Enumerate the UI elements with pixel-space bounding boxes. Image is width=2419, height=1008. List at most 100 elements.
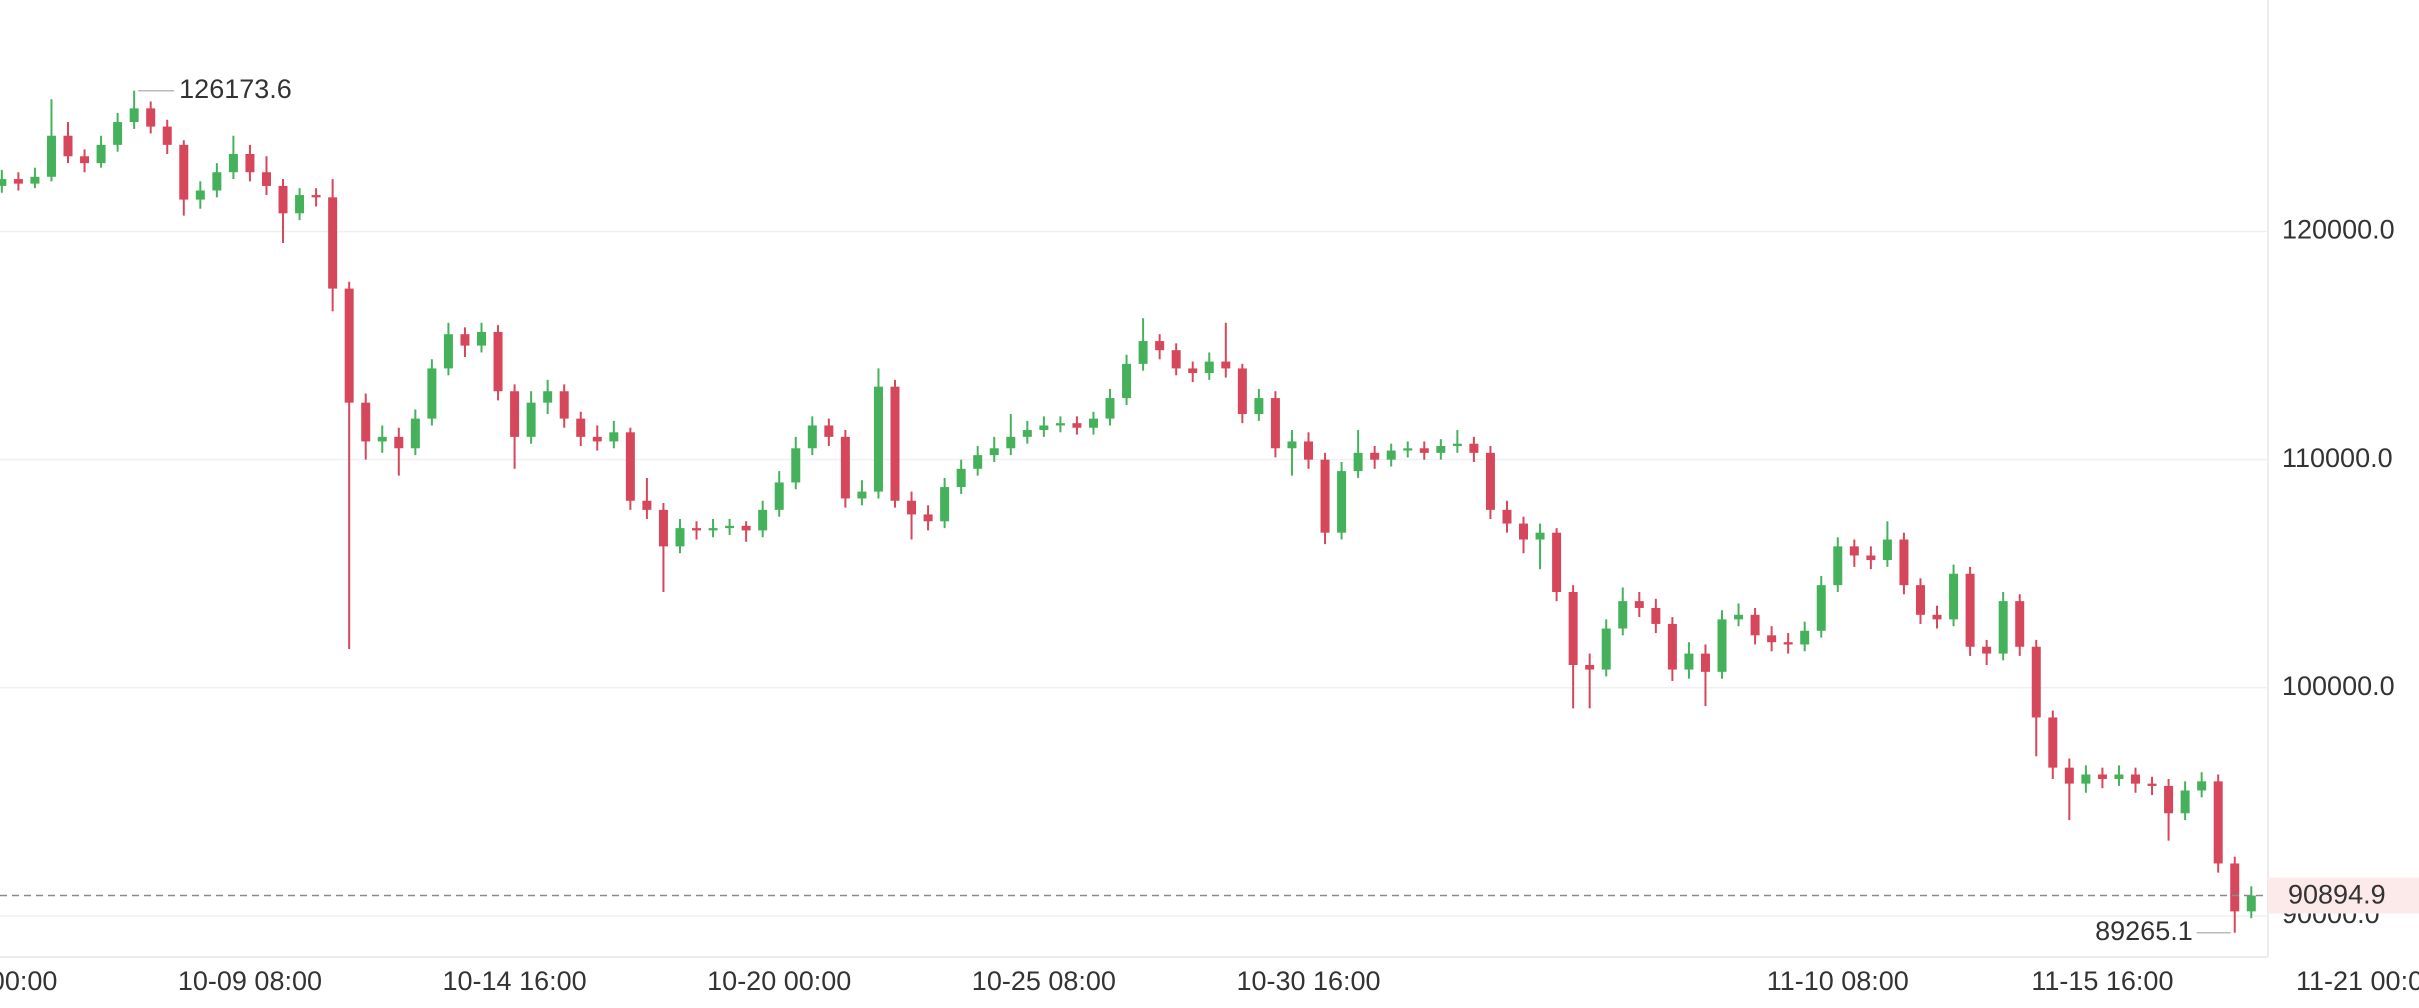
candle-body bbox=[1783, 642, 1793, 645]
candle-body bbox=[1403, 448, 1413, 451]
candle-body bbox=[956, 468, 966, 488]
candle-body bbox=[625, 432, 635, 501]
candle-body bbox=[907, 500, 917, 515]
candle-body bbox=[1088, 418, 1098, 428]
candle-body bbox=[63, 135, 73, 157]
candle-body bbox=[510, 391, 520, 437]
candle-body bbox=[1485, 452, 1495, 510]
candle-body bbox=[1436, 445, 1446, 453]
candle-body bbox=[443, 334, 453, 369]
candle-body bbox=[1502, 509, 1512, 524]
candle-body bbox=[2064, 767, 2074, 784]
candle-body bbox=[1221, 361, 1231, 369]
candle-body bbox=[278, 185, 288, 214]
candle-body bbox=[1122, 363, 1132, 399]
candle-body bbox=[129, 108, 139, 123]
candle-body bbox=[377, 436, 387, 442]
candle-body bbox=[2131, 774, 2140, 784]
candle-body bbox=[228, 153, 238, 173]
candle-body bbox=[1601, 628, 1611, 670]
candle-body bbox=[477, 331, 486, 346]
candle-body bbox=[526, 402, 536, 437]
candle-body bbox=[1618, 601, 1628, 629]
candle-body bbox=[642, 500, 652, 510]
candle-body bbox=[1882, 539, 1892, 561]
candle-body bbox=[1667, 623, 1677, 670]
candle-body bbox=[1717, 619, 1727, 672]
candle-body bbox=[212, 172, 222, 191]
candle-body bbox=[890, 386, 900, 501]
candle-body bbox=[493, 331, 503, 392]
candle-body bbox=[2230, 863, 2240, 912]
candle-body bbox=[840, 436, 850, 499]
candle-body bbox=[1932, 614, 1942, 620]
candle-body bbox=[559, 391, 569, 419]
candle-body bbox=[1072, 423, 1082, 428]
candle-body bbox=[1105, 398, 1115, 419]
candle-body bbox=[1006, 436, 1016, 449]
candle-body bbox=[725, 525, 735, 529]
candle-body bbox=[1469, 443, 1479, 453]
candle-body bbox=[113, 122, 123, 145]
candle-body bbox=[1833, 546, 1843, 586]
candle-body bbox=[410, 418, 420, 449]
candle-body bbox=[1155, 341, 1165, 351]
candle-body bbox=[96, 144, 106, 164]
x-tick-label: 10-25 08:00 bbox=[972, 966, 1116, 996]
candle-body bbox=[1270, 398, 1280, 449]
candle-body bbox=[1535, 532, 1545, 540]
candle-body bbox=[1320, 459, 1330, 533]
candle-body bbox=[1237, 368, 1247, 415]
candle-body bbox=[2114, 774, 2124, 780]
candle-body bbox=[1204, 361, 1214, 373]
candle-body bbox=[1353, 452, 1363, 472]
x-tick-label: 11-10 08:00 bbox=[1767, 966, 1909, 996]
x-tick-label: 10-20 00:00 bbox=[707, 966, 851, 996]
candle-body bbox=[1998, 601, 2008, 654]
candle-body bbox=[1386, 450, 1396, 460]
candle-body bbox=[1634, 601, 1644, 608]
candle-body bbox=[791, 448, 801, 483]
candle-body bbox=[1684, 653, 1694, 670]
candle-body bbox=[295, 195, 305, 214]
last-price-tag bbox=[2268, 877, 2419, 914]
candle-body bbox=[2147, 783, 2157, 786]
candle-body bbox=[989, 448, 999, 456]
candle-body bbox=[245, 153, 255, 173]
candle-body bbox=[1568, 591, 1578, 665]
candle-body bbox=[873, 386, 883, 492]
candle-body bbox=[1138, 341, 1148, 364]
candle-body bbox=[261, 172, 271, 186]
candle-body bbox=[923, 514, 933, 522]
candle-body bbox=[1800, 630, 1810, 645]
candle-body bbox=[0, 179, 7, 186]
candle-body bbox=[2031, 646, 2041, 718]
candle-body bbox=[2048, 717, 2058, 768]
candle-body bbox=[692, 528, 702, 531]
candle-body bbox=[1171, 350, 1181, 369]
x-tick-label: 10-09 08:00 bbox=[178, 966, 322, 996]
candle-body bbox=[940, 487, 950, 522]
candle-body bbox=[973, 455, 983, 469]
candle-body bbox=[2180, 790, 2190, 814]
candle-body bbox=[741, 525, 751, 531]
candle-body bbox=[2015, 601, 2025, 647]
candle-body bbox=[1287, 441, 1297, 449]
candle-body bbox=[1022, 430, 1032, 437]
candle-body bbox=[592, 436, 602, 442]
candle-body bbox=[162, 126, 172, 145]
candle-body bbox=[344, 288, 354, 403]
candle-body bbox=[1750, 614, 1760, 636]
candle-body bbox=[1337, 471, 1347, 533]
candle-body bbox=[1039, 425, 1049, 431]
candle-body bbox=[427, 368, 437, 419]
candle-body bbox=[1866, 555, 1876, 561]
candle-body bbox=[609, 432, 619, 442]
x-tick-label: 10-30 16:00 bbox=[1236, 966, 1380, 996]
candle-body bbox=[311, 195, 321, 198]
candle-body bbox=[13, 179, 23, 184]
candle-body bbox=[1965, 573, 1975, 647]
